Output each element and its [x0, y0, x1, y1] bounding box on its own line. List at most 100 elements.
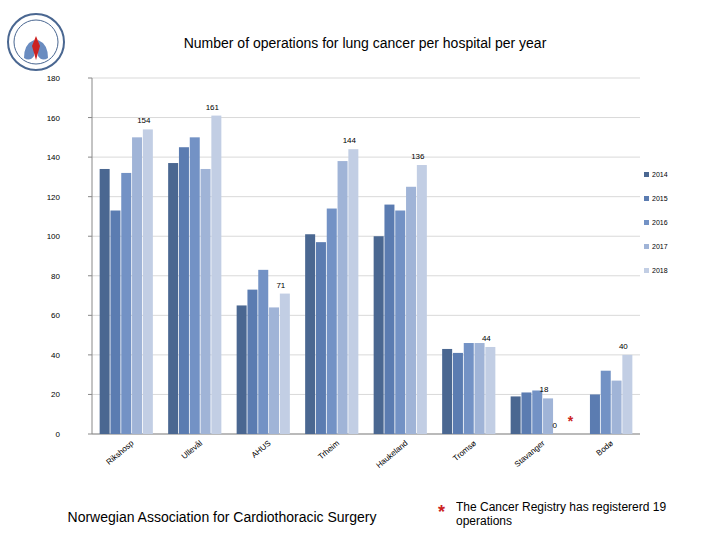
legend-label: 2016: [652, 219, 668, 226]
legend-swatch: [644, 196, 649, 201]
data-label: 144: [343, 136, 357, 145]
tick-label: 80: [51, 272, 60, 281]
data-label: 44: [482, 334, 491, 343]
footnote: The Cancer Registry has registererd 19 o…: [456, 500, 671, 528]
tick: [88, 275, 92, 276]
bar: [132, 137, 142, 434]
data-label: 71: [276, 281, 285, 290]
tick: [88, 117, 92, 118]
tick: [88, 315, 92, 316]
bar: [190, 137, 200, 434]
grid-line: [92, 157, 640, 158]
tick-label: 180: [47, 74, 61, 83]
category-label: Bodø: [595, 439, 616, 458]
category-label: Trheim: [316, 438, 341, 461]
bar: [348, 149, 358, 434]
bar: [475, 343, 485, 434]
bar: [590, 394, 600, 434]
legend-label: 2014: [652, 171, 668, 178]
tick: [88, 78, 92, 79]
bar: [521, 392, 531, 434]
logo: [8, 14, 64, 70]
tick-label: 140: [47, 153, 61, 162]
source: Norwegian Association for Cardiothoracic…: [68, 509, 377, 525]
bar: [406, 187, 416, 434]
data-label: 161: [206, 103, 220, 112]
category-label: AHUS: [250, 439, 273, 460]
grid-line: [92, 78, 640, 79]
bar: [612, 381, 622, 434]
title: Number of operations for lung cancer per…: [184, 35, 547, 51]
bar: [464, 343, 474, 434]
category-label: Haukeland: [374, 439, 409, 470]
bar: [247, 290, 257, 434]
footnote-marker: *: [438, 502, 445, 522]
tick-label: 120: [47, 193, 61, 202]
legend-label: 2015: [652, 195, 668, 202]
tick: [88, 394, 92, 395]
data-label: 136: [411, 152, 425, 161]
tick-label: 160: [47, 114, 61, 123]
category-label: Rikshosp: [105, 438, 136, 466]
legend-swatch: [644, 220, 649, 225]
chart-root: Number of operations for lung cancer per…: [0, 0, 720, 540]
legend-label: 2018: [652, 267, 668, 274]
bar: [258, 270, 268, 434]
bar: [554, 434, 564, 435]
tick-label: 100: [47, 232, 61, 241]
bar: [201, 169, 211, 434]
legend-swatch: [644, 244, 649, 249]
grid-line: [92, 117, 640, 118]
tick-label: 20: [51, 390, 60, 399]
bar: [110, 211, 120, 434]
category-label: Ullevål: [180, 438, 204, 460]
bar: [269, 307, 279, 434]
legend-swatch: [644, 268, 649, 273]
bar: [316, 242, 326, 434]
bar: [280, 294, 290, 434]
bar: [417, 165, 427, 434]
tick-label: 40: [51, 351, 60, 360]
bar: [237, 305, 247, 434]
bar: [622, 355, 632, 434]
bar: [532, 390, 542, 434]
tick-label: 60: [51, 311, 60, 320]
data-label: 18: [540, 385, 549, 394]
bar: [338, 161, 348, 434]
data-label: 154: [137, 116, 151, 125]
bar: [179, 147, 189, 434]
bar: [453, 353, 463, 434]
bar: [168, 163, 178, 434]
legend-swatch: [644, 172, 649, 177]
bars: [100, 116, 633, 434]
category-label: Stavanger: [513, 438, 547, 469]
bar: [442, 349, 452, 434]
bar: [211, 116, 221, 434]
y-axis: [92, 78, 93, 434]
bar: [395, 211, 405, 434]
legend: 2014 2015 2016 2017 2018: [644, 171, 668, 274]
bar: [384, 205, 394, 434]
bar: [374, 236, 384, 434]
tick: [88, 354, 92, 355]
bar: [485, 347, 495, 434]
annotation: *: [568, 413, 574, 429]
data-label: 0: [553, 421, 558, 430]
bar: [543, 398, 553, 434]
tick: [88, 236, 92, 237]
tick-label: 0: [56, 430, 61, 439]
bar: [305, 234, 315, 434]
bar: [327, 209, 337, 434]
category-label: Tromsø: [451, 439, 478, 463]
data-label: 40: [619, 342, 628, 351]
bar: [601, 371, 611, 434]
tick: [88, 196, 92, 197]
legend-label: 2017: [652, 243, 668, 250]
bar: [121, 173, 131, 434]
tick: [88, 157, 92, 158]
bar: [511, 396, 521, 434]
chart: Number of operations for lung cancer per…: [0, 0, 720, 540]
bar: [143, 129, 153, 434]
tick: [88, 434, 92, 435]
bar: [100, 169, 110, 434]
